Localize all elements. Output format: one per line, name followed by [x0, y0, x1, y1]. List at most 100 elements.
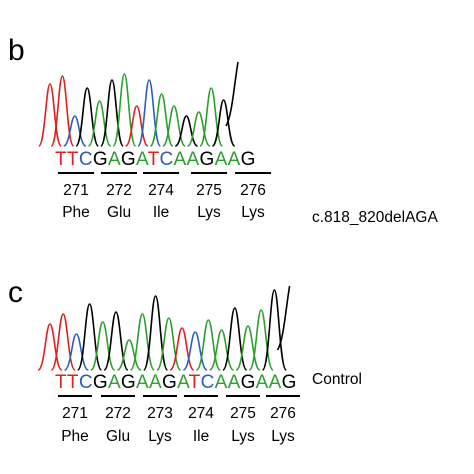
trace-peak	[142, 295, 169, 371]
base-letter: C	[78, 149, 93, 170]
sequence-c: TTCGAGAAGATCAAGAAG	[55, 373, 297, 392]
codon-number: 273	[147, 405, 173, 422]
mutation-note: c.818_820delAGA	[312, 209, 438, 226]
base-letter: G	[92, 149, 108, 170]
amino-acid: Lys	[197, 204, 221, 221]
base-letter: G	[92, 372, 108, 393]
trace-peak	[100, 79, 124, 147]
codon-number: 275	[230, 405, 256, 422]
amino-acid: Phe	[62, 204, 90, 221]
codon-bar	[226, 395, 260, 397]
base-letter: A	[107, 149, 121, 170]
amino-acid: Lys	[271, 428, 295, 445]
amino-acid: Lys	[241, 204, 265, 221]
trace-peak	[124, 105, 149, 147]
codon-bar	[143, 395, 177, 397]
panel-label-b: b	[8, 34, 25, 67]
trace-tail	[276, 285, 291, 351]
trace-peak	[208, 329, 235, 371]
trace-peak	[235, 325, 261, 371]
base-letter: C	[78, 372, 93, 393]
base-letter: A	[107, 372, 121, 393]
base-letter: A	[177, 372, 189, 393]
base-letter: A	[214, 372, 228, 393]
trace-peak	[76, 303, 103, 371]
base-letter: T	[66, 149, 79, 170]
codon-number: 276	[270, 405, 296, 422]
codon-bar	[266, 395, 300, 397]
base-letter: A	[227, 372, 241, 393]
codon-bar	[101, 172, 137, 174]
base-letter: A	[227, 149, 241, 170]
control-note: Control	[312, 371, 362, 388]
trace-peak	[90, 321, 116, 371]
codon-bar	[101, 395, 135, 397]
base-letter: G	[120, 372, 137, 393]
trace-peak	[174, 115, 198, 147]
base-letter: G	[240, 372, 256, 393]
codon-number: 271	[62, 405, 88, 422]
amino-acid: Lys	[148, 428, 172, 445]
chromatogram-b	[38, 61, 239, 147]
base-letter: G	[240, 149, 256, 170]
codon-bar	[58, 395, 92, 397]
base-letter: A	[173, 149, 187, 170]
trace-peak	[195, 319, 222, 371]
codon-number: 276	[240, 182, 266, 199]
trace-peak	[156, 317, 182, 371]
base-letter: T	[66, 372, 79, 393]
base-letter: A	[255, 372, 269, 393]
trace-peak	[187, 111, 211, 147]
codon-bar	[143, 172, 179, 174]
trace-peak	[211, 99, 236, 147]
codon-number: 274	[188, 405, 214, 422]
codon-number: 272	[106, 182, 132, 199]
amino-acid: Ile	[152, 204, 170, 221]
base-letter: A	[149, 372, 162, 393]
codon-number: 275	[196, 182, 222, 199]
base-letter: C	[159, 149, 174, 170]
trace-peak	[116, 339, 142, 371]
trace-peak	[149, 93, 174, 147]
base-letter: G	[120, 149, 137, 170]
chromatogram-c	[37, 285, 291, 371]
amino-acid: Glu	[106, 204, 132, 221]
base-letter: T	[55, 149, 67, 170]
panel-label-c: c	[8, 276, 23, 309]
trace-peak	[248, 309, 274, 371]
base-letter: T	[188, 372, 201, 393]
trace-peak	[87, 100, 112, 147]
sequence-b: TTCGAGATCAAGAAG	[55, 150, 256, 169]
trace-peak	[182, 331, 208, 371]
codon-number: 271	[63, 182, 89, 199]
base-letter: C	[200, 372, 215, 393]
trace-peak	[37, 323, 63, 371]
trace-peak	[129, 313, 156, 371]
base-letter: A	[136, 149, 148, 170]
amino-acid: Lys	[231, 428, 255, 445]
amino-acid: Phe	[61, 428, 89, 445]
base-letter: A	[268, 372, 282, 393]
base-letter: A	[136, 372, 149, 393]
codon-bar	[184, 395, 218, 397]
base-letter: G	[199, 149, 215, 170]
trace-peak	[63, 115, 87, 147]
amino-acid: Ile	[192, 428, 210, 445]
trace-peak	[38, 83, 62, 147]
codon-bar	[191, 172, 227, 174]
base-letter: T	[55, 372, 67, 393]
base-letter: A	[214, 149, 228, 170]
trace-peak	[169, 327, 195, 371]
codon-number: 274	[148, 182, 174, 199]
trace-peak	[64, 333, 89, 371]
trace-peak	[222, 307, 248, 371]
trace-peak	[261, 289, 288, 371]
codon-bar	[235, 172, 271, 174]
base-letter: G	[161, 372, 178, 393]
base-letter: T	[147, 149, 160, 170]
amino-acid: Glu	[105, 428, 131, 445]
codon-number: 272	[105, 405, 131, 422]
base-letter: A	[186, 149, 200, 170]
base-letter: G	[281, 372, 297, 393]
trace-tail	[225, 61, 239, 127]
